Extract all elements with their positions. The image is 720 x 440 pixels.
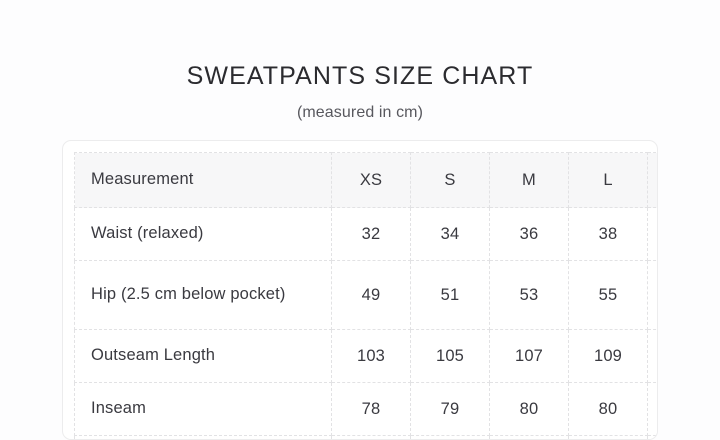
- table-row: Outseam Length 103 105 107 109 111: [75, 330, 659, 383]
- column-header-xl: XL: [648, 153, 659, 208]
- cell-outseam-l: 109: [569, 330, 648, 383]
- page-title: SWEATPANTS SIZE CHART: [0, 62, 720, 91]
- cell-hip-s: 51: [411, 261, 490, 330]
- table-row: Hip (2.5 cm below pocket) 49 51 53 55 57: [75, 261, 659, 330]
- cell-waist-s: 34: [411, 208, 490, 261]
- cell-outseam-s: 105: [411, 330, 490, 383]
- cell-waist-xs: 32: [332, 208, 411, 261]
- cell-inseam-m: 80: [490, 383, 569, 436]
- cell-hip-xs: 49: [332, 261, 411, 330]
- cell-inseam-xs: 78: [332, 383, 411, 436]
- column-header-l: L: [569, 153, 648, 208]
- column-header-xs: XS: [332, 153, 411, 208]
- row-label-clipped: [75, 436, 332, 440]
- column-header-s: S: [411, 153, 490, 208]
- table-row: [75, 436, 659, 440]
- table-row: Waist (relaxed) 32 34 36 38 40: [75, 208, 659, 261]
- table-row: Inseam 78 79 80 80 81: [75, 383, 659, 436]
- cell-hip-m: 53: [490, 261, 569, 330]
- row-label-outseam-length: Outseam Length: [75, 330, 332, 383]
- row-label-waist: Waist (relaxed): [75, 208, 332, 261]
- cell-clipped-l: [569, 436, 648, 440]
- table-body: Waist (relaxed) 32 34 36 38 40 Hip (2.5 …: [75, 208, 659, 440]
- table-header-row: Measurement XS S M L XL: [75, 153, 659, 208]
- column-header-m: M: [490, 153, 569, 208]
- cell-inseam-s: 79: [411, 383, 490, 436]
- column-header-measurement: Measurement: [75, 153, 332, 208]
- cell-clipped-m: [490, 436, 569, 440]
- cell-outseam-xl: 111: [648, 330, 659, 383]
- cell-waist-xl: 40: [648, 208, 659, 261]
- cell-inseam-l: 80: [569, 383, 648, 436]
- page-subtitle: (measured in cm): [0, 91, 720, 122]
- cell-clipped-s: [411, 436, 490, 440]
- cell-hip-xl: 57: [648, 261, 659, 330]
- size-chart-card: Measurement XS S M L XL Waist (relaxed) …: [62, 140, 658, 440]
- size-chart-table: Measurement XS S M L XL Waist (relaxed) …: [74, 152, 658, 440]
- cell-clipped-xs: [332, 436, 411, 440]
- cell-waist-m: 36: [490, 208, 569, 261]
- cell-inseam-xl: 81: [648, 383, 659, 436]
- size-chart-page: SWEATPANTS SIZE CHART (measured in cm) M…: [0, 0, 720, 424]
- cell-clipped-xl: [648, 436, 659, 440]
- cell-outseam-m: 107: [490, 330, 569, 383]
- row-label-hip: Hip (2.5 cm below pocket): [75, 261, 332, 330]
- cell-hip-l: 55: [569, 261, 648, 330]
- heading-block: SWEATPANTS SIZE CHART (measured in cm): [0, 0, 720, 122]
- row-label-inseam: Inseam: [75, 383, 332, 436]
- cell-waist-l: 38: [569, 208, 648, 261]
- cell-outseam-xs: 103: [332, 330, 411, 383]
- table-header: Measurement XS S M L XL: [75, 153, 659, 208]
